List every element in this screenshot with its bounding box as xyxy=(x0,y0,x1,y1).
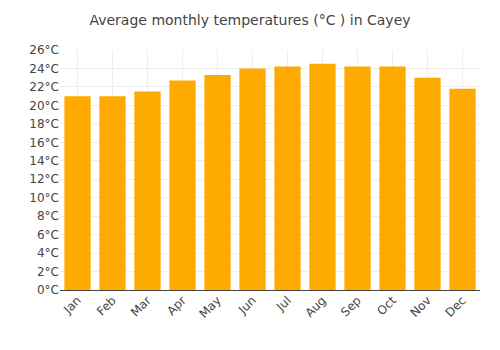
svg-text:26°C: 26°C xyxy=(29,43,59,57)
svg-text:22°C: 22°C xyxy=(29,80,59,94)
svg-text:20°C: 20°C xyxy=(29,99,59,113)
svg-text:Average monthly temperatures (: Average monthly temperatures (°C ) in Ca… xyxy=(89,12,410,28)
svg-text:Aug: Aug xyxy=(302,293,328,319)
svg-text:12°C: 12°C xyxy=(29,172,59,186)
svg-text:Sep: Sep xyxy=(338,293,364,319)
svg-text:10°C: 10°C xyxy=(29,191,59,205)
svg-text:Jan: Jan xyxy=(60,293,84,317)
svg-text:Jun: Jun xyxy=(235,293,259,317)
svg-text:6°C: 6°C xyxy=(37,228,59,242)
svg-text:Feb: Feb xyxy=(94,293,119,318)
svg-text:14°C: 14°C xyxy=(29,154,59,168)
svg-text:24°C: 24°C xyxy=(29,62,59,76)
svg-text:Dec: Dec xyxy=(443,293,469,319)
svg-text:May: May xyxy=(196,293,223,320)
svg-text:Mar: Mar xyxy=(128,293,154,319)
svg-text:Oct: Oct xyxy=(374,293,399,318)
svg-text:Nov: Nov xyxy=(407,293,433,319)
svg-text:0°C: 0°C xyxy=(37,283,59,297)
svg-text:Jul: Jul xyxy=(273,293,294,314)
svg-text:2°C: 2°C xyxy=(37,265,59,279)
svg-text:Apr: Apr xyxy=(164,293,189,318)
svg-text:4°C: 4°C xyxy=(37,246,59,260)
svg-text:16°C: 16°C xyxy=(29,136,59,150)
svg-text:8°C: 8°C xyxy=(37,209,59,223)
svg-text:18°C: 18°C xyxy=(29,117,59,131)
